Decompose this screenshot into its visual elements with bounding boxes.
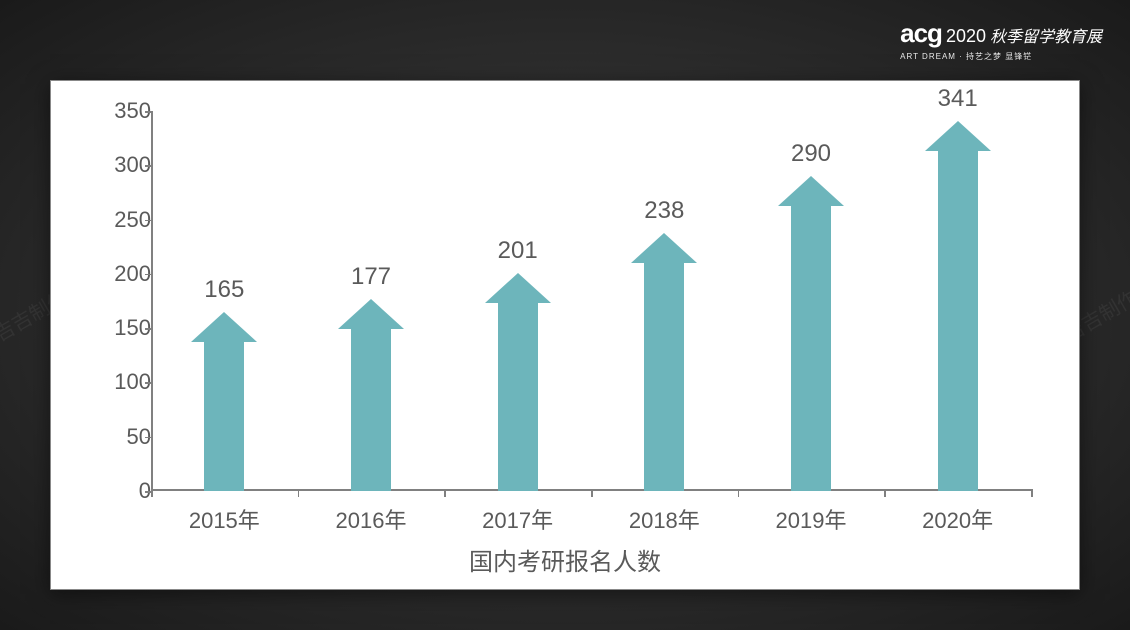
bar-value-label: 290 [791,140,831,168]
y-tick [145,111,153,113]
bar: 290 [791,176,831,491]
logo-year: 2020 [946,26,986,47]
x-axis-label: 2019年 [776,503,847,535]
bar-value-label: 165 [204,276,244,304]
bar: 165 [204,312,244,491]
y-axis-label: 350 [91,98,151,124]
bar-stem [351,329,391,491]
y-tick [145,328,153,330]
arrow-up-icon [191,312,257,342]
x-tick [151,489,153,497]
bar-stem [938,151,978,491]
bar-stem [644,263,684,491]
bar: 238 [644,233,684,491]
y-axis [151,111,153,491]
bar-value-label: 238 [644,197,684,225]
bar-value-label: 201 [498,237,538,265]
x-tick [444,489,446,497]
x-tick [1031,489,1033,497]
bar-stem [204,342,244,491]
x-tick [738,489,740,497]
bar: 201 [498,273,538,491]
x-axis-label: 2017年 [482,503,553,535]
bar-stem [791,206,831,491]
x-tick [884,489,886,497]
x-tick [591,489,593,497]
brand-logo: acg 2020 秋季留学教育展 ART DREAM · 持艺之梦 显锋铓 [900,18,1102,62]
x-axis-label: 2016年 [336,503,407,535]
bar: 177 [351,299,391,491]
arrow-up-icon [925,121,991,151]
arrow-up-icon [631,233,697,263]
y-tick [145,165,153,167]
arrow-up-icon [338,299,404,329]
bar-stem [498,303,538,491]
x-axis [151,489,1031,491]
bar: 341 [938,121,978,491]
x-axis-label: 2015年 [189,503,260,535]
y-axis-label: 200 [91,261,151,287]
y-axis-label: 300 [91,152,151,178]
y-tick [145,437,153,439]
x-tick [298,489,300,497]
arrow-up-icon [485,273,551,303]
y-axis-label: 250 [91,207,151,233]
arrow-up-icon [778,176,844,206]
bar-value-label: 341 [938,85,978,113]
y-tick [145,274,153,276]
x-axis-title: 国内考研报名人数 [51,542,1079,577]
chart-panel: 0 50 100 150 200 250 300 350 165 177 201 238 290 341… [50,80,1080,590]
x-axis-label: 2020年 [922,503,993,535]
y-axis-label: 50 [91,424,151,450]
x-axis-label: 2018年 [629,503,700,535]
y-tick [145,382,153,384]
chart-plot-area: 165 177 201 238 290 341 [151,111,1031,491]
logo-brand: acg [900,18,942,49]
y-axis-label: 100 [91,369,151,395]
logo-subtitle: ART DREAM · 持艺之梦 显锋铓 [900,51,1102,62]
y-axis-label: 150 [91,315,151,341]
logo-title: 秋季留学教育展 [990,23,1102,47]
y-axis-label: 0 [91,478,151,504]
bar-value-label: 177 [351,263,391,291]
y-axis-labels: 050100150200250300350 [81,111,151,491]
y-tick [145,220,153,222]
